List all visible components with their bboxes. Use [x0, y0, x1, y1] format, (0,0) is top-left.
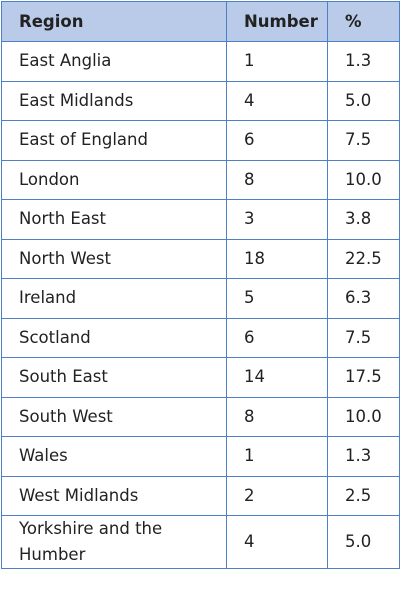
table-row: Ireland 5 6.3 — [1, 278, 400, 319]
table-row: South East 14 17.5 — [1, 357, 400, 398]
table-cell: East of England — [1, 120, 227, 161]
table-cell: North East — [1, 199, 227, 240]
table-cell: 4 — [226, 80, 328, 121]
table-cell: West Midlands — [1, 475, 227, 516]
table-row: Yorkshire and the Humber 4 5.0 — [1, 515, 400, 569]
data-table: Region Number% East Anglia 1 1.3 East Midlan… — [1, 1, 400, 569]
table-row: South West 8 10.0 — [1, 396, 400, 437]
table-cell: Wales — [1, 436, 227, 477]
table-row: North East 3 3.8 — [1, 199, 400, 240]
table-row: East Midlands 4 5.0 — [1, 80, 400, 121]
table-header: Region Number% — [1, 1, 400, 42]
table-row: East of England 6 7.5 — [1, 120, 400, 161]
table-cell: 4 — [226, 515, 328, 569]
table-row: Scotland 6 7.5 — [1, 317, 400, 358]
table-cell: 5 — [226, 278, 328, 319]
table-cell: 5.0 — [327, 515, 400, 569]
table-row: London 8 10.0 — [1, 159, 400, 200]
table-cell: 2.5 — [327, 475, 400, 516]
table-cell: South East — [1, 357, 227, 398]
table-cell: East Anglia — [1, 41, 227, 82]
table-cell: 18 — [226, 238, 328, 279]
table-cell: 10.0 — [327, 159, 400, 200]
header-row: Region Number% — [1, 1, 400, 42]
table-cell: 6.3 — [327, 278, 400, 319]
table-cell: 22.5 — [327, 238, 400, 279]
table-row: North West 18 22.5 — [1, 238, 400, 279]
table-cell: 6 — [226, 317, 328, 358]
table-cell: Yorkshire and the Humber — [1, 515, 227, 569]
table-cell: Ireland — [1, 278, 227, 319]
table-cell: Scotland — [1, 317, 227, 358]
table-cell: East Midlands — [1, 80, 227, 121]
table-cell: London — [1, 159, 227, 200]
table-cell: 2 — [226, 475, 328, 516]
table-cell: 3.8 — [327, 199, 400, 240]
table-cell: 14 — [226, 357, 328, 398]
header-cell: Number — [226, 1, 328, 42]
table-body: East Anglia 1 1.3 East Midlands 4 5.0 East of … — [1, 41, 400, 569]
header-cell: % — [327, 1, 400, 42]
table-cell: 8 — [226, 396, 328, 437]
header-cell: Region — [1, 1, 227, 42]
table-cell: 7.5 — [327, 317, 400, 358]
table-cell: 1 — [226, 41, 328, 82]
table-cell: 5.0 — [327, 80, 400, 121]
table-cell: 8 — [226, 159, 328, 200]
table-row: West Midlands 2 2.5 — [1, 475, 400, 516]
table-row: East Anglia 1 1.3 — [1, 41, 400, 82]
table-cell: 17.5 — [327, 357, 400, 398]
table-cell: 1.3 — [327, 436, 400, 477]
table-row: Wales 1 1.3 — [1, 436, 400, 477]
table-cell: 1.3 — [327, 41, 400, 82]
table-cell: 1 — [226, 436, 328, 477]
table-cell: 7.5 — [327, 120, 400, 161]
table-cell: North West — [1, 238, 227, 279]
table-cell: 3 — [226, 199, 328, 240]
table-cell: South West — [1, 396, 227, 437]
table-cell: 10.0 — [327, 396, 400, 437]
table-cell: 6 — [226, 120, 328, 161]
